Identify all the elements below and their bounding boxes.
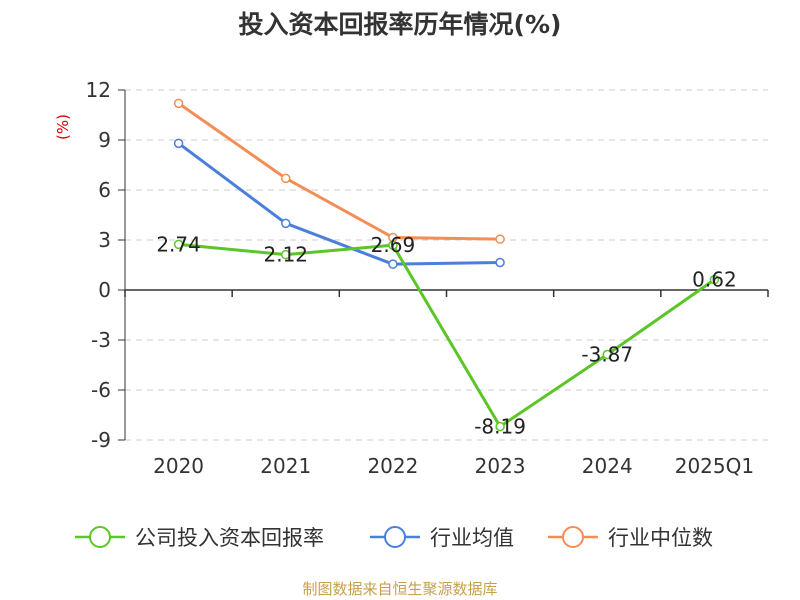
y-tick-label: 9 (98, 128, 111, 152)
series-line (178, 242, 716, 428)
y-tick-label: -6 (91, 378, 111, 402)
data-label: 2.74 (156, 232, 201, 256)
series-1 (173, 138, 505, 269)
series-line (177, 142, 501, 266)
y-tick-label: -3 (91, 328, 111, 352)
legend: 公司投入资本回报率 行业均值 行业中位数 (75, 526, 713, 550)
data-point (388, 259, 398, 269)
y-tick-labels: 12 9 6 3 0 -3 -6 -9 (86, 78, 111, 452)
series-lines (173, 98, 720, 432)
x-tick-label: 2024 (582, 454, 633, 478)
data-point (602, 349, 612, 360)
data-point (173, 239, 184, 250)
series-line (177, 102, 501, 241)
legend-swatch-marker (89, 526, 111, 548)
x-tick-label: 2023 (475, 454, 526, 478)
legend-item: 行业均值 (370, 526, 514, 550)
data-point (281, 218, 291, 229)
y-axis-label: (%) (54, 114, 72, 140)
data-label: -3.87 (581, 343, 633, 367)
data-point (495, 234, 505, 244)
y-tick-label: 0 (98, 278, 111, 302)
data-point (495, 421, 505, 432)
data-point (709, 274, 720, 285)
axes (118, 89, 769, 441)
x-tick-label: 2022 (367, 454, 418, 478)
legend-item: 公司投入资本回报率 (75, 526, 324, 550)
data-labels: 2.74 2.12 2.69 -8.19 -3.87 0.62 (156, 232, 736, 438)
legend-item: 行业中位数 (548, 526, 713, 550)
x-tick-label: 2020 (153, 454, 204, 478)
y-tick-label: 6 (98, 178, 111, 202)
data-label: 0.62 (692, 268, 737, 292)
legend-swatch-marker (384, 526, 406, 548)
data-point (173, 138, 184, 149)
y-tick-label: 3 (98, 228, 111, 252)
grid-lines (125, 89, 768, 441)
data-point (281, 173, 291, 184)
x-tick-labels: 2020 2021 2022 2023 2024 2025Q1 (153, 454, 754, 478)
y-tick-label: -9 (91, 428, 111, 452)
y-tick-label: 12 (86, 78, 111, 102)
data-label: -8.19 (474, 415, 526, 439)
legend-label: 公司投入资本回报率 (135, 526, 324, 550)
legend-label: 行业均值 (430, 526, 514, 550)
data-point (388, 240, 398, 250)
data-label: 2.69 (371, 233, 416, 257)
chart-title: 投入资本回报率历年情况(%) (239, 10, 562, 39)
data-point (173, 98, 184, 109)
x-tick-label: 2025Q1 (675, 454, 754, 478)
series-2 (173, 98, 505, 244)
data-point (281, 249, 291, 260)
source-note: 制图数据来自恒生聚源数据库 (302, 580, 497, 598)
x-tick-label: 2021 (260, 454, 311, 478)
data-label: 2.12 (263, 243, 308, 267)
legend-label: 行业中位数 (608, 526, 713, 550)
data-point (495, 257, 505, 268)
legend-swatch-marker (562, 526, 584, 548)
series-0 (173, 239, 720, 432)
